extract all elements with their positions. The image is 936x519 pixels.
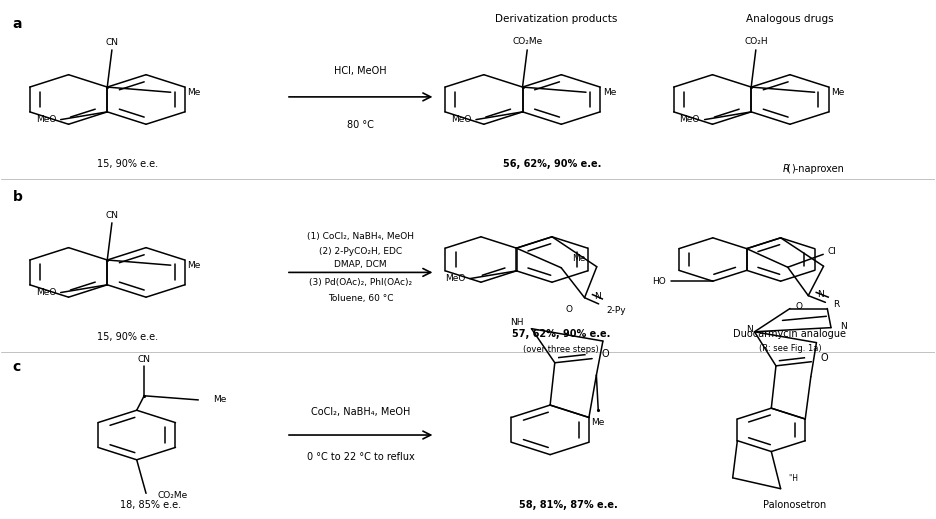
Text: (R: see Fig. 1a): (R: see Fig. 1a) [759, 344, 821, 353]
Text: 58, 81%, 87% e.e.: 58, 81%, 87% e.e. [519, 500, 618, 510]
Text: (over three steps): (over three steps) [523, 345, 599, 354]
Text: O: O [795, 302, 802, 311]
Text: CO₂Me: CO₂Me [157, 491, 187, 500]
Text: O: O [565, 305, 573, 313]
Text: Me: Me [592, 418, 605, 427]
Text: N: N [746, 325, 753, 334]
Text: c: c [12, 360, 21, 374]
Text: 18, 85% e.e.: 18, 85% e.e. [120, 500, 182, 510]
Text: MeO: MeO [36, 288, 56, 297]
Text: CoCl₂, NaBH₄, MeOH: CoCl₂, NaBH₄, MeOH [311, 407, 410, 417]
Text: Toluene, 60 °C: Toluene, 60 °C [328, 294, 393, 303]
Text: (2) 2-PyCO₂H, EDC: (2) 2-PyCO₂H, EDC [319, 247, 402, 256]
Text: Duocarmycin analogue: Duocarmycin analogue [734, 330, 846, 339]
Text: Analogous drugs: Analogous drugs [746, 15, 834, 24]
Text: Derivatization products: Derivatization products [495, 15, 618, 24]
Text: MeO: MeO [445, 274, 465, 283]
Text: Me: Me [187, 261, 201, 270]
Text: N: N [818, 290, 825, 299]
Text: Cl: Cl [827, 247, 837, 256]
Text: a: a [12, 17, 22, 31]
Text: MeO: MeO [680, 115, 700, 124]
Text: 56, 62%, 90% e.e.: 56, 62%, 90% e.e. [503, 159, 601, 169]
Text: 57, 62%, 90% e.e.: 57, 62%, 90% e.e. [512, 330, 610, 339]
Text: CO₂Me: CO₂Me [512, 37, 542, 46]
Text: 0 °C to 22 °C to reflux: 0 °C to 22 °C to reflux [307, 452, 415, 461]
Text: O: O [821, 352, 828, 363]
Text: NH: NH [510, 318, 524, 327]
Text: DMAP, DCM: DMAP, DCM [334, 260, 387, 269]
Text: 2-Py: 2-Py [607, 306, 626, 315]
Text: HCl, MeOH: HCl, MeOH [334, 66, 387, 76]
Text: Me: Me [573, 254, 586, 263]
Text: Me: Me [603, 88, 616, 97]
Text: (3) Pd(OAc)₂, PhI(OAc)₂: (3) Pd(OAc)₂, PhI(OAc)₂ [309, 278, 412, 287]
Text: N: N [841, 322, 847, 331]
Text: O: O [602, 349, 609, 360]
Text: R: R [833, 301, 840, 309]
Text: b: b [12, 190, 22, 204]
Text: Me: Me [831, 88, 845, 97]
Text: CN: CN [106, 38, 119, 47]
Text: 80 °C: 80 °C [347, 120, 374, 130]
Text: CN: CN [106, 211, 119, 220]
Text: )-naproxen: )-naproxen [791, 164, 843, 174]
Text: 15, 90% e.e.: 15, 90% e.e. [96, 332, 158, 342]
Text: (1) CoCl₂, NaBH₄, MeOH: (1) CoCl₂, NaBH₄, MeOH [307, 232, 414, 241]
Text: MeO: MeO [36, 115, 56, 124]
Text: (: ( [786, 164, 790, 174]
Text: CN: CN [138, 354, 151, 364]
Text: ''H: ''H [788, 474, 798, 483]
Text: CO₂H: CO₂H [744, 37, 768, 46]
Text: MeO: MeO [451, 115, 472, 124]
Text: HO: HO [652, 277, 666, 285]
Text: Palonosetron: Palonosetron [763, 500, 826, 510]
Text: N: N [593, 292, 601, 301]
Text: Me: Me [213, 395, 227, 404]
Text: 15, 90% e.e.: 15, 90% e.e. [96, 159, 158, 169]
Text: Me: Me [187, 88, 201, 97]
Text: R: R [782, 164, 789, 174]
